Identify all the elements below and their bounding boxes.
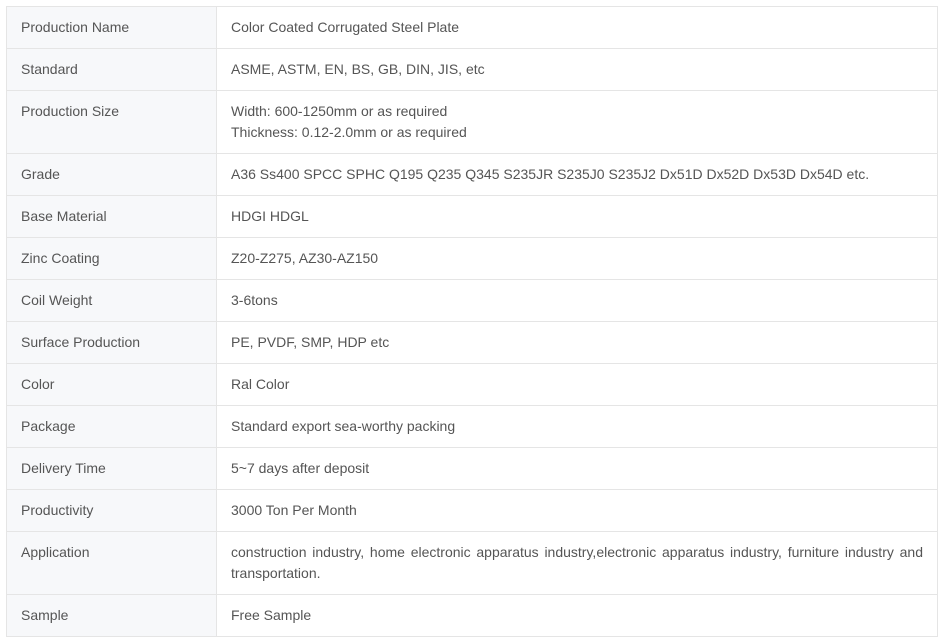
table-row: Applicationconstruction industry, home e… (7, 532, 938, 595)
table-row: Base MaterialHDGI HDGL (7, 196, 938, 238)
row-value: Standard export sea-worthy packing (217, 406, 938, 448)
row-label: Production Name (7, 7, 217, 49)
table-row: Surface ProductionPE, PVDF, SMP, HDP etc (7, 322, 938, 364)
row-value: ASME, ASTM, EN, BS, GB, DIN, JIS, etc (217, 49, 938, 91)
table-row: StandardASME, ASTM, EN, BS, GB, DIN, JIS… (7, 49, 938, 91)
row-value: HDGI HDGL (217, 196, 938, 238)
row-label: Surface Production (7, 322, 217, 364)
row-label: Coil Weight (7, 280, 217, 322)
row-label: Production Size (7, 91, 217, 154)
row-label: Sample (7, 595, 217, 637)
row-value: PE, PVDF, SMP, HDP etc (217, 322, 938, 364)
row-value: Width: 600-1250mm or as requiredThicknes… (217, 91, 938, 154)
row-value: Ral Color (217, 364, 938, 406)
table-row: Production SizeWidth: 600-1250mm or as r… (7, 91, 938, 154)
row-label: Standard (7, 49, 217, 91)
spec-table-body: Production NameColor Coated Corrugated S… (7, 7, 938, 637)
table-row: Zinc CoatingZ20-Z275, AZ30-AZ150 (7, 238, 938, 280)
row-label: Color (7, 364, 217, 406)
row-label: Productivity (7, 490, 217, 532)
row-value: 5~7 days after deposit (217, 448, 938, 490)
table-row: Productivity3000 Ton Per Month (7, 490, 938, 532)
table-row: Production NameColor Coated Corrugated S… (7, 7, 938, 49)
row-label: Zinc Coating (7, 238, 217, 280)
row-value: construction industry, home electronic a… (217, 532, 938, 595)
row-value: A36 Ss400 SPCC SPHC Q195 Q235 Q345 S235J… (217, 154, 938, 196)
spec-table: Production NameColor Coated Corrugated S… (6, 6, 938, 637)
row-value: Color Coated Corrugated Steel Plate (217, 7, 938, 49)
row-label: Package (7, 406, 217, 448)
table-row: Delivery Time5~7 days after deposit (7, 448, 938, 490)
table-row: Coil Weight3-6tons (7, 280, 938, 322)
row-label: Application (7, 532, 217, 595)
row-value: Z20-Z275, AZ30-AZ150 (217, 238, 938, 280)
table-row: SampleFree Sample (7, 595, 938, 637)
table-row: ColorRal Color (7, 364, 938, 406)
row-label: Delivery Time (7, 448, 217, 490)
row-value: 3-6tons (217, 280, 938, 322)
row-label: Base Material (7, 196, 217, 238)
row-value: 3000 Ton Per Month (217, 490, 938, 532)
table-row: GradeA36 Ss400 SPCC SPHC Q195 Q235 Q345 … (7, 154, 938, 196)
row-label: Grade (7, 154, 217, 196)
row-value: Free Sample (217, 595, 938, 637)
table-row: PackageStandard export sea-worthy packin… (7, 406, 938, 448)
